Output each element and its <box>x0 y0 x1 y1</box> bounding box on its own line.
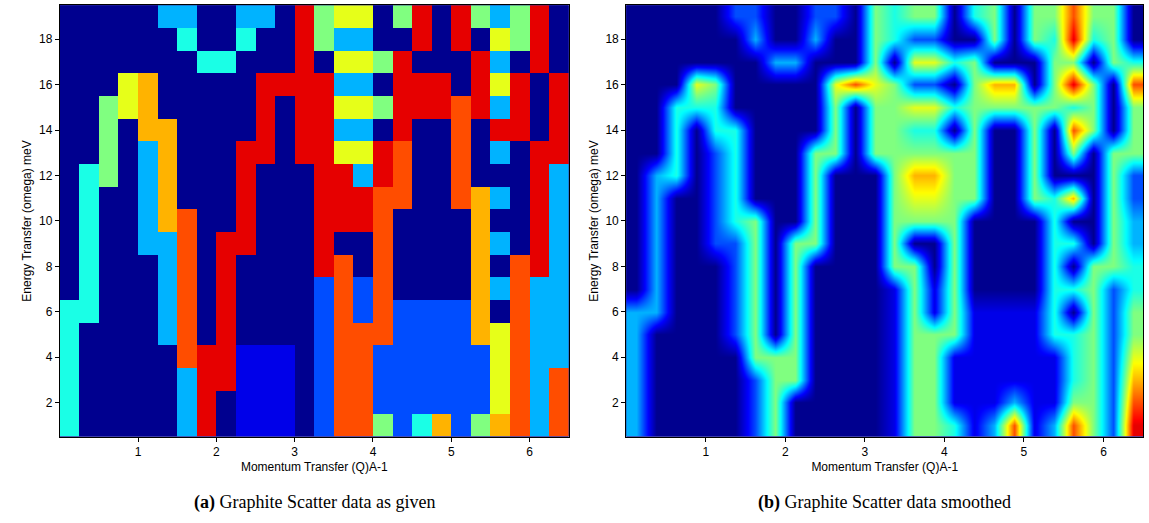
svg-text:6: 6 <box>612 305 619 319</box>
svg-text:6: 6 <box>1100 445 1107 459</box>
svg-text:4: 4 <box>612 350 619 364</box>
svg-text:2: 2 <box>782 445 789 459</box>
svg-text:3: 3 <box>862 445 869 459</box>
svg-text:16: 16 <box>39 78 53 92</box>
svg-text:1: 1 <box>135 445 142 459</box>
svg-text:Energy Transfer (omega) meV: Energy Transfer (omega) meV <box>587 140 601 301</box>
svg-text:(a) Graphite Scatter data as g: (a) Graphite Scatter data as given <box>194 492 435 513</box>
svg-text:6: 6 <box>46 305 53 319</box>
svg-text:2: 2 <box>46 396 53 410</box>
svg-text:14: 14 <box>39 123 53 137</box>
svg-text:6: 6 <box>526 445 533 459</box>
svg-text:2: 2 <box>612 396 619 410</box>
svg-text:4: 4 <box>370 445 377 459</box>
svg-text:1: 1 <box>702 445 709 459</box>
svg-text:16: 16 <box>605 78 619 92</box>
svg-text:8: 8 <box>46 260 53 274</box>
svg-text:Energy Transfer (omega) meV: Energy Transfer (omega) meV <box>20 140 34 301</box>
svg-text:5: 5 <box>1021 445 1028 459</box>
svg-text:12: 12 <box>605 169 619 183</box>
svg-text:14: 14 <box>605 123 619 137</box>
svg-text:8: 8 <box>612 260 619 274</box>
svg-text:10: 10 <box>39 214 53 228</box>
svg-text:18: 18 <box>605 32 619 46</box>
svg-text:Momentum Transfer (Q)A-1: Momentum Transfer (Q)A-1 <box>811 460 958 474</box>
svg-text:(b) Graphite Scatter data smoo: (b) Graphite Scatter data smoothed <box>758 492 1011 513</box>
svg-text:10: 10 <box>605 214 619 228</box>
svg-text:3: 3 <box>291 445 298 459</box>
svg-text:4: 4 <box>941 445 948 459</box>
svg-text:5: 5 <box>448 445 455 459</box>
svg-text:12: 12 <box>39 169 53 183</box>
svg-text:18: 18 <box>39 32 53 46</box>
svg-text:Momentum Transfer (Q)A-1: Momentum Transfer (Q)A-1 <box>241 460 388 474</box>
svg-text:4: 4 <box>46 350 53 364</box>
svg-text:2: 2 <box>213 445 220 459</box>
